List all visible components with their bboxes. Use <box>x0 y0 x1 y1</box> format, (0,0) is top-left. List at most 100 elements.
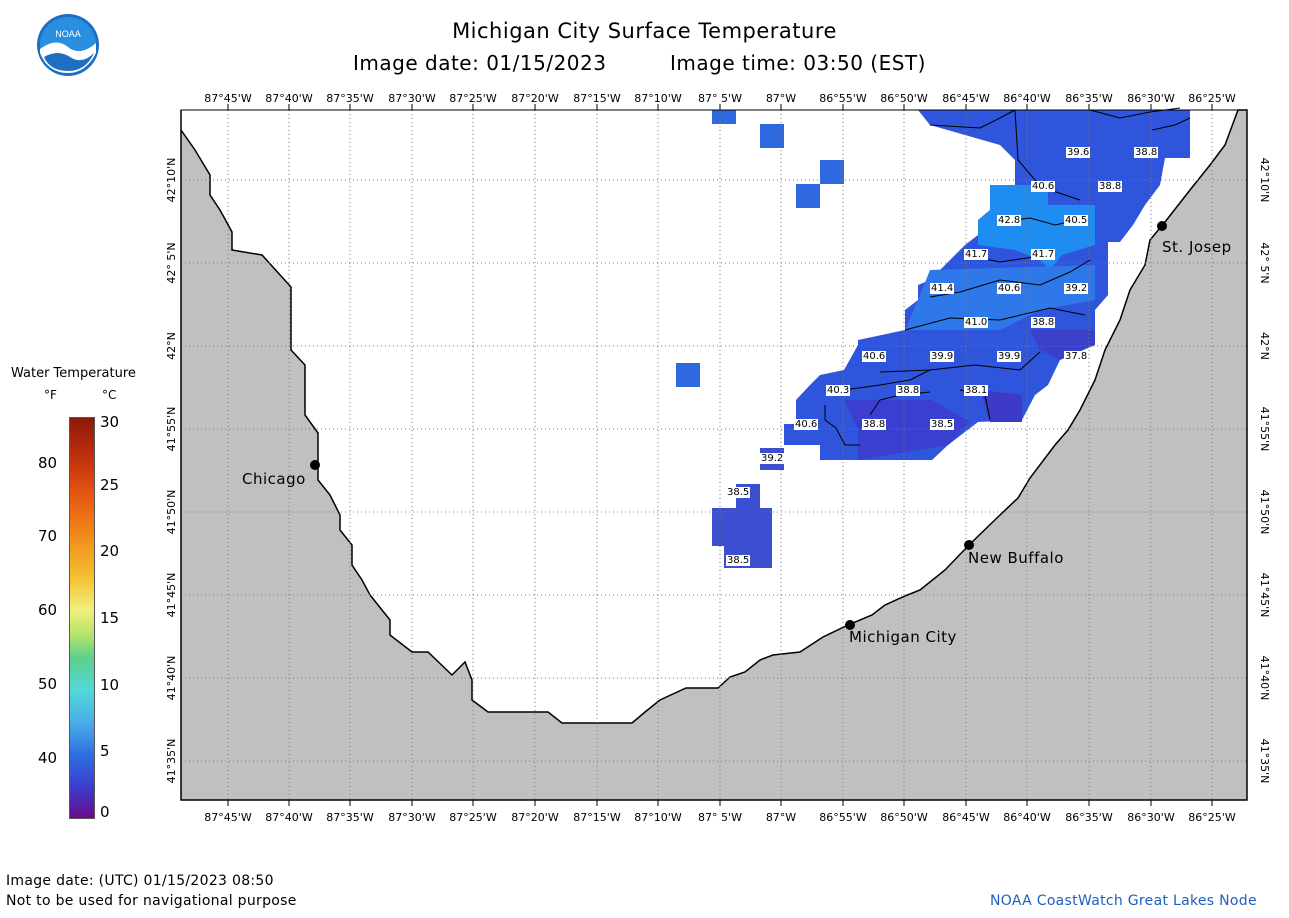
michigan-city-marker <box>845 620 855 630</box>
lat-label: 41°55'N <box>1258 406 1271 452</box>
lon-label: 86°55'W <box>819 92 867 105</box>
lat-label: 41°35'N <box>1258 738 1271 784</box>
lon-label: 87°40'W <box>265 92 313 105</box>
lat-label: 42° 5'N <box>1258 242 1271 284</box>
lon-label: 86°50'W <box>880 811 928 824</box>
lon-label: 87°W <box>765 811 797 824</box>
temp-label: 38.8 <box>1134 147 1159 158</box>
lat-label: 42°10'N <box>1258 157 1271 203</box>
legend-c-tick: 20 <box>100 542 120 560</box>
lon-label: 87°25'W <box>449 92 497 105</box>
city-label-new-buffalo: New Buffalo <box>968 549 1064 567</box>
image-time: Image time: 03:50 (EST) <box>670 51 926 75</box>
temp-label: 41.7 <box>1031 249 1056 260</box>
temp-label: 39.9 <box>930 351 955 362</box>
footer-credit: NOAA CoastWatch Great Lakes Node <box>990 893 1257 909</box>
chicago-marker <box>310 460 320 470</box>
legend-c-tick: 15 <box>100 609 120 627</box>
temp-label: 41.4 <box>930 283 955 294</box>
st-joseph-marker <box>1157 221 1167 231</box>
temp-label: 39.2 <box>1064 283 1089 294</box>
temp-label: 37.8 <box>1064 351 1089 362</box>
lon-label: 86°40'W <box>1003 811 1051 824</box>
lat-label: 42° 5'N <box>165 242 178 284</box>
footer-utc-date: Image date: (UTC) 01/15/2023 08:50 <box>6 873 274 889</box>
lon-label: 87°35'W <box>326 92 374 105</box>
legend-f-tick: 60 <box>38 601 58 619</box>
temp-label: 40.3 <box>826 385 851 396</box>
temp-label: 38.8 <box>862 419 887 430</box>
noaa-logo: NOAA <box>36 13 100 77</box>
lon-label: 87°20'W <box>511 811 559 824</box>
temp-label: 40.6 <box>794 419 819 430</box>
lon-label: 86°25'W <box>1188 811 1236 824</box>
lat-label: 42°N <box>165 332 178 360</box>
temp-label: 40.6 <box>862 351 887 362</box>
temp-label: 40.6 <box>997 283 1022 294</box>
lon-label: 86°30'W <box>1127 92 1175 105</box>
temp-label: 38.5 <box>726 487 751 498</box>
temp-label: 38.8 <box>896 385 921 396</box>
legend-f-tick: 40 <box>38 749 58 767</box>
lon-label: 87°35'W <box>326 811 374 824</box>
lat-label: 41°40'N <box>1258 655 1271 701</box>
frame-ticks <box>227 104 1213 806</box>
new-buffalo-marker <box>964 540 974 550</box>
temp-label: 38.8 <box>1098 181 1123 192</box>
temp-label: 38.1 <box>964 385 989 396</box>
lon-label: 86°35'W <box>1065 92 1113 105</box>
legend-f-tick: 70 <box>38 527 58 545</box>
lon-label: 87°25'W <box>449 811 497 824</box>
page-title: Michigan City Surface Temperature <box>452 19 837 43</box>
logo-text: NOAA <box>55 29 81 39</box>
temp-label: 39.2 <box>760 453 785 464</box>
temp-label: 41.0 <box>964 317 989 328</box>
lon-label: 87° 5'W <box>698 92 742 105</box>
lon-label: 86°55'W <box>819 811 867 824</box>
temp-label: 39.6 <box>1066 147 1091 158</box>
temp-label: 41.7 <box>964 249 989 260</box>
lon-label: 86°25'W <box>1188 92 1236 105</box>
lon-label: 87°30'W <box>388 92 436 105</box>
legend-c-tick: 0 <box>100 803 110 821</box>
lat-label: 41°40'N <box>165 655 178 701</box>
temp-label: 42.8 <box>997 215 1022 226</box>
lon-label: 87°W <box>765 92 797 105</box>
city-label-michigan-city: Michigan City <box>849 628 957 646</box>
lat-label: 41°50'N <box>1258 489 1271 535</box>
footer-disclaimer: Not to be used for navigational purpose <box>6 893 297 909</box>
legend-c-tick: 30 <box>100 413 120 431</box>
lon-label: 86°45'W <box>942 92 990 105</box>
grid-lines <box>181 110 1247 800</box>
lat-label: 41°50'N <box>165 489 178 535</box>
legend-unit-c: °C <box>102 388 117 402</box>
lat-label: 42°10'N <box>165 157 178 203</box>
legend-c-tick: 10 <box>100 676 120 694</box>
lon-label: 86°35'W <box>1065 811 1113 824</box>
lon-label: 87°45'W <box>204 811 252 824</box>
lon-label: 87°15'W <box>573 92 621 105</box>
lat-label: 41°55'N <box>165 406 178 452</box>
image-date: Image date: 01/15/2023 <box>353 51 607 75</box>
temp-label: 40.5 <box>1064 215 1089 226</box>
legend-c-tick: 5 <box>100 742 110 760</box>
lon-label: 86°40'W <box>1003 92 1051 105</box>
lat-label: 42°N <box>1258 332 1271 360</box>
legend-c-tick: 25 <box>100 476 120 494</box>
lon-label: 87°10'W <box>634 811 682 824</box>
lon-label: 87°40'W <box>265 811 313 824</box>
lon-label: 87°45'W <box>204 92 252 105</box>
land-mass <box>180 109 1248 801</box>
legend-unit-f: °F <box>44 388 57 402</box>
legend-color-bar <box>69 417 95 819</box>
lon-label: 86°45'W <box>942 811 990 824</box>
legend-f-tick: 50 <box>38 675 58 693</box>
map-frame <box>180 109 1248 801</box>
lat-label: 41°35'N <box>165 738 178 784</box>
temp-label: 38.5 <box>930 419 955 430</box>
city-label-st-joseph: St. Josep <box>1162 238 1232 256</box>
legend-f-tick: 80 <box>38 454 58 472</box>
lon-label: 86°30'W <box>1127 811 1175 824</box>
temp-label: 38.8 <box>1031 317 1056 328</box>
